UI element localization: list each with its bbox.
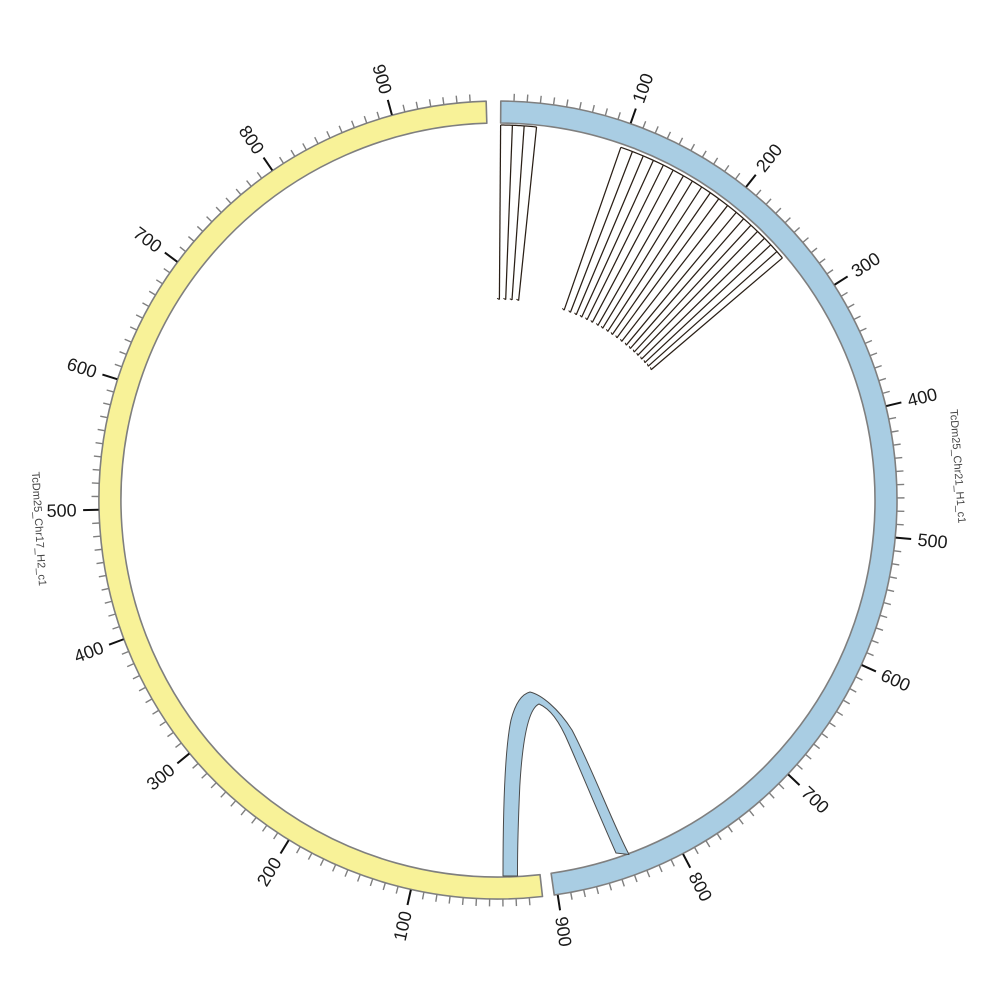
svg-text:500: 500: [46, 500, 77, 521]
svg-text:500: 500: [917, 530, 949, 553]
